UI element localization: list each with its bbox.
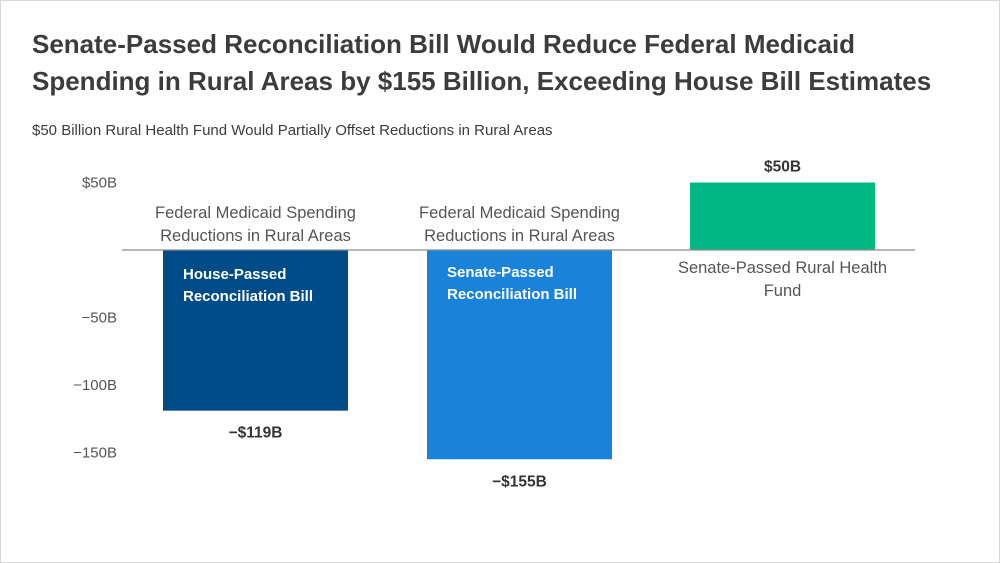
bar-senate <box>427 250 612 460</box>
chart-title: Senate-Passed Reconciliation Bill Would … <box>32 29 932 96</box>
y-tick-label-3: −150B <box>73 445 117 462</box>
chart-subtitle: $50 Billion Rural Health Fund Would Part… <box>32 122 553 139</box>
bar-house <box>163 250 348 411</box>
y-tick-label-1: −50B <box>82 310 117 327</box>
inbar-label-senate-line-2: Reconciliation Bill <box>447 286 577 303</box>
category-label-fund-line-2: Fund <box>764 282 802 300</box>
value-label-fund: $50B <box>764 159 801 176</box>
value-label-senate: −$155B <box>492 473 547 490</box>
category-label-house-line-2: Reductions in Rural Areas <box>160 227 351 245</box>
y-tick-label-0: $50B <box>82 175 117 192</box>
inbar-label-house-line-1: House-Passed <box>183 266 286 283</box>
bar-fund <box>690 182 875 250</box>
y-tick-label-2: −100B <box>73 377 117 394</box>
category-label-senate-line-1: Federal Medicaid Spending <box>419 204 620 222</box>
inbar-label-house-line-2: Reconciliation Bill <box>183 288 313 305</box>
category-label-house-line-1: Federal Medicaid Spending <box>155 204 356 222</box>
value-label-house: −$119B <box>229 425 283 442</box>
category-label-senate-line-2: Reductions in Rural Areas <box>424 227 615 245</box>
inbar-label-senate-line-1: Senate-Passed <box>447 264 554 281</box>
category-label-fund-line-1: Senate-Passed Rural Health <box>678 259 887 277</box>
